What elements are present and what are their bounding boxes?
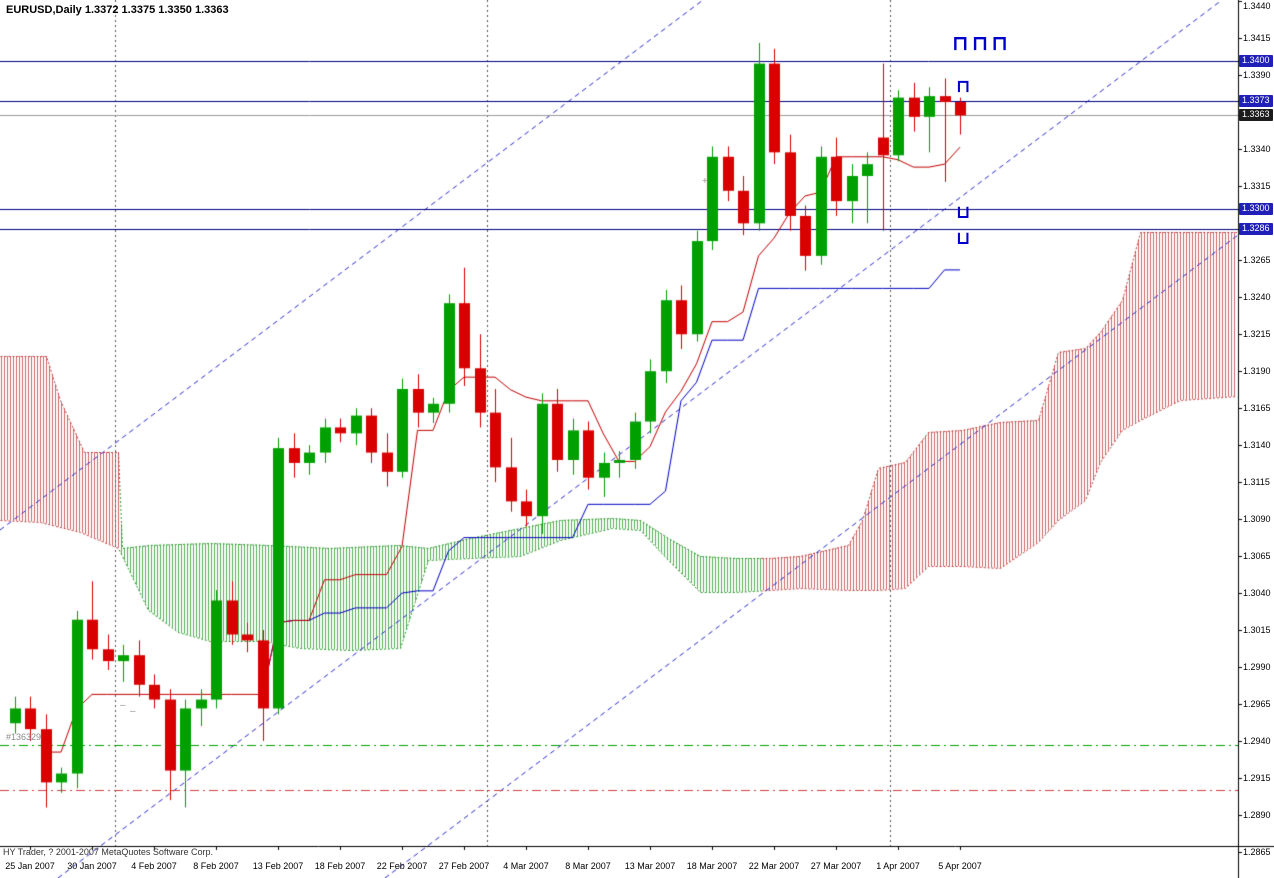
date-axis-label: 5 Apr 2007 [938, 861, 982, 871]
price-axis-label: 1.2965 [1243, 699, 1271, 709]
copyright-text: HY Trader, ? 2001-2007 MetaQuotes Softwa… [3, 847, 213, 857]
price-axis-label: 1.3440 [1243, 1, 1271, 11]
trade-marker-icon: – [120, 700, 126, 711]
price-axis-label: 1.3115 [1243, 477, 1270, 488]
date-axis-label: 13 Mar 2007 [624, 861, 676, 871]
signal-marker-icon: ⊓⊓⊓ [952, 31, 1012, 55]
order-ticket-label: #136329 [6, 732, 42, 742]
date-axis-label: 8 Feb 2007 [193, 861, 239, 871]
date-axis-label: 27 Feb 2007 [438, 861, 490, 871]
date-axis-label: 18 Feb 2007 [314, 861, 366, 871]
price-axis-label: 1.3040 [1243, 588, 1271, 599]
date-axis-label: 8 Mar 2007 [565, 861, 611, 871]
price-axis-label: 1.2865 [1243, 846, 1271, 857]
date-axis-label: 4 Mar 2007 [503, 861, 549, 871]
date-axis-label: 18 Mar 2007 [686, 861, 738, 871]
trade-marker-icon: – [130, 706, 136, 717]
price-axis-label: 1.3415 [1243, 33, 1271, 44]
price-axis-label: 1.2940 [1243, 735, 1271, 746]
price-axis-label: 1.3390 [1243, 70, 1271, 81]
trade-marker-icon: + [702, 176, 708, 187]
price-axis-label: 1.3265 [1243, 255, 1271, 266]
price-badge: 1.3363 [1239, 109, 1273, 122]
date-axis-label: 25 Jan 2007 [5, 861, 55, 871]
price-axis-label: 1.3165 [1243, 403, 1271, 414]
signal-marker-icon: ⊔ [956, 202, 971, 223]
price-axis-label: 1.3190 [1243, 366, 1271, 377]
date-axis-label: 13 Feb 2007 [252, 861, 304, 871]
price-axis-label: 1.3090 [1243, 514, 1271, 525]
price-badge: 1.3400 [1239, 54, 1273, 67]
price-axis-label: 1.2890 [1243, 809, 1271, 820]
price-axis-label: 1.3240 [1243, 292, 1271, 303]
price-axis-label: 1.2990 [1243, 662, 1271, 673]
chart-title: EURUSD,Daily 1.3372 1.3375 1.3350 1.3363 [6, 4, 229, 16]
price-axis-label: 1.3140 [1243, 440, 1271, 451]
price-axis-label: 1.3340 [1243, 144, 1271, 155]
signal-marker-icon: ⊔ [956, 228, 971, 249]
price-axis-label: 1.3315 [1243, 181, 1271, 192]
date-axis-label: 22 Mar 2007 [748, 861, 800, 871]
price-axis-label: 1.3215 [1243, 329, 1271, 340]
price-badge: 1.3373 [1239, 94, 1273, 107]
date-axis-label: 4 Feb 2007 [131, 861, 177, 871]
date-axis-label: 1 Apr 2007 [876, 861, 920, 871]
date-axis-label: 22 Feb 2007 [376, 861, 428, 871]
price-badge: 1.3300 [1239, 202, 1273, 215]
price-badge: 1.3286 [1239, 223, 1273, 236]
date-axis-label: 27 Mar 2007 [810, 861, 862, 871]
date-axis-label: 30 Jan 2007 [67, 861, 117, 871]
signal-marker-icon: ⊓ [956, 76, 971, 97]
price-axis-label: 1.2915 [1243, 772, 1271, 783]
price-axis-label: 1.3015 [1243, 625, 1271, 636]
price-axis-label: 1.3065 [1243, 551, 1271, 562]
